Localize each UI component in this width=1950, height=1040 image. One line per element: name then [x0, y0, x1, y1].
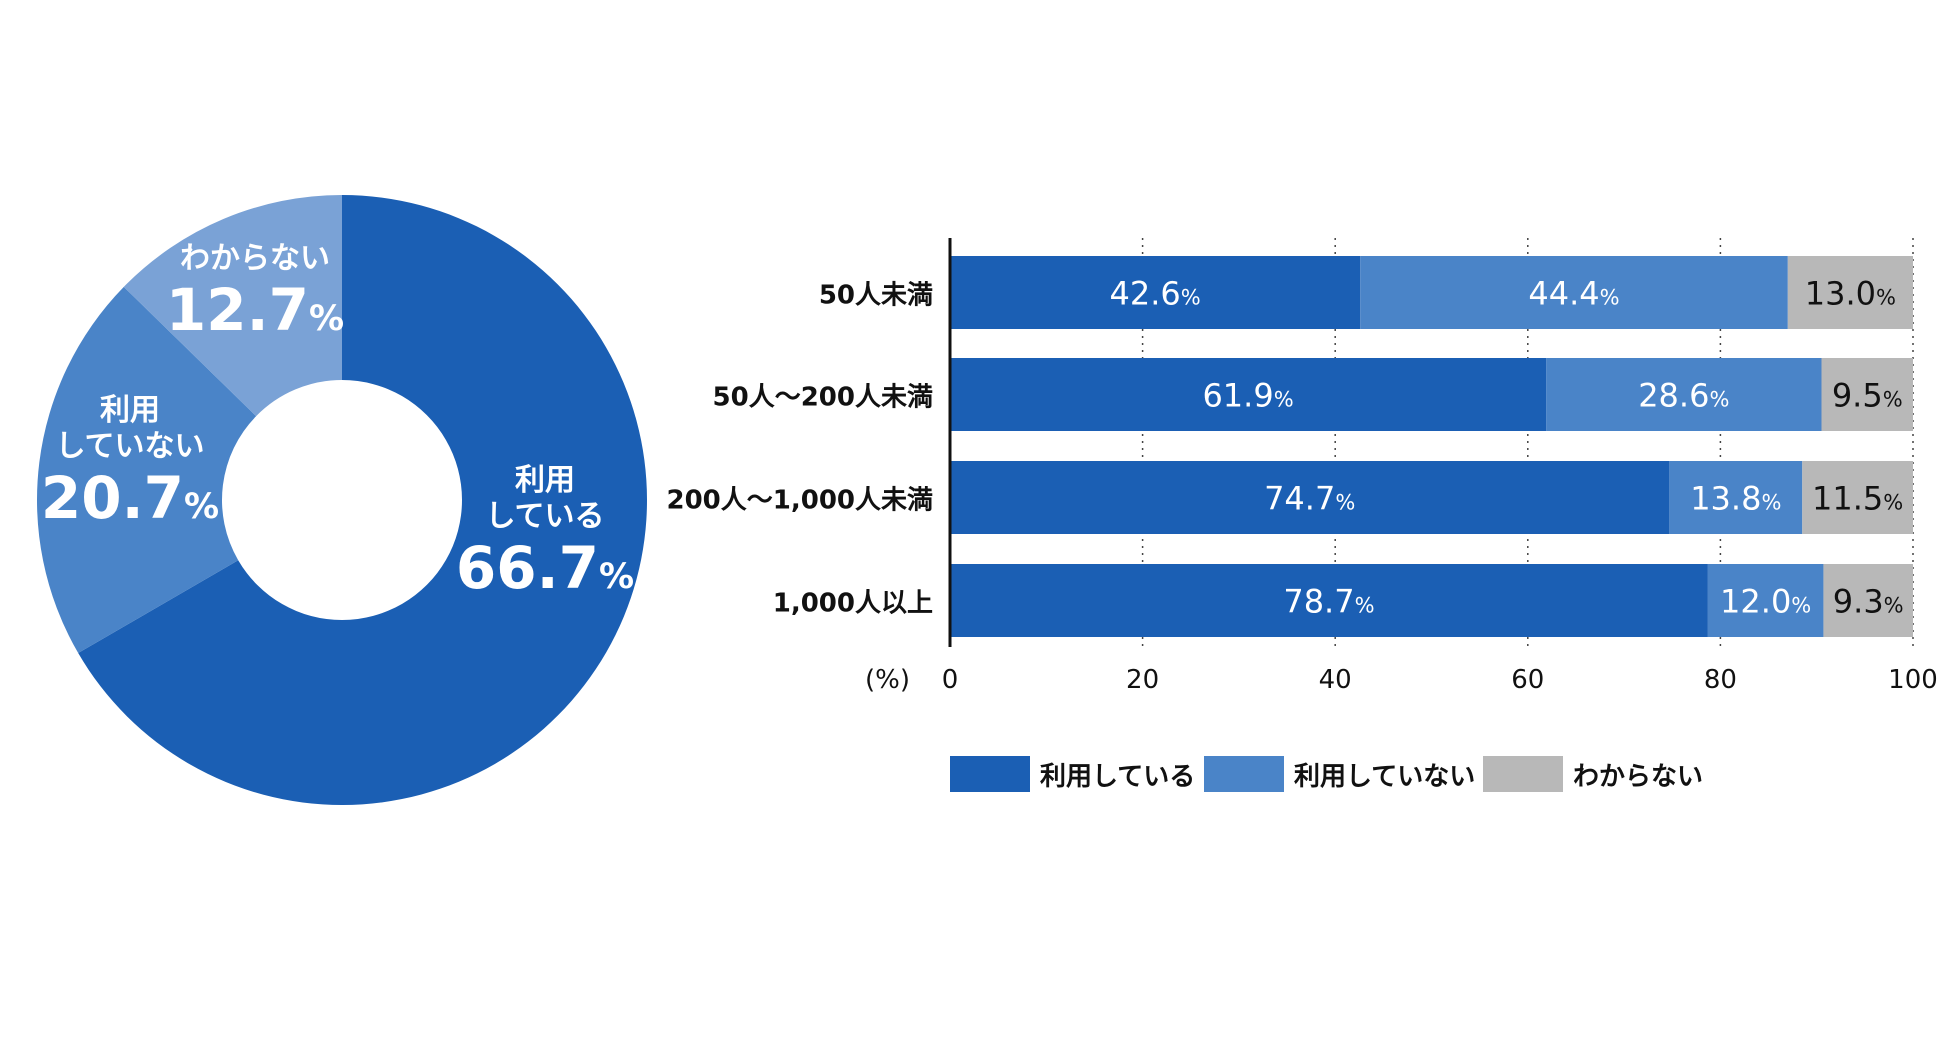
bar-data-label: 12.0%	[1720, 583, 1811, 621]
bar-data-value: 11.5	[1812, 480, 1883, 518]
donut-value-label: 12.7%	[166, 276, 344, 344]
bar-data-label: 9.5%	[1832, 377, 1903, 415]
legend-item-2: わからない	[1483, 756, 1703, 792]
donut-value-number: 66.7	[456, 534, 599, 602]
bar-data-label: 42.6%	[1110, 275, 1201, 313]
category-label: 50人未満	[819, 281, 933, 311]
donut-value-unit: %	[599, 557, 634, 597]
donut-value-unit: %	[184, 487, 219, 527]
bar-data-label: 74.7%	[1264, 480, 1355, 518]
bar-segment-3-0	[950, 564, 1708, 637]
bar-segment-0-2	[1787, 256, 1913, 329]
bar-data-value: 13.8	[1690, 480, 1761, 518]
bar-data-value: 61.9	[1202, 377, 1273, 415]
bar-data-label: 28.6%	[1638, 377, 1729, 415]
bar-data-label: 13.8%	[1690, 480, 1781, 518]
bar-segment-3-2	[1823, 564, 1913, 637]
donut-slice-2	[123, 195, 342, 417]
donut-value-label: 20.7%	[41, 464, 219, 532]
category-label: 50人～200人未満	[713, 383, 933, 413]
bar-data-label: 78.7%	[1283, 583, 1374, 621]
bar-segment-1-1	[1546, 358, 1822, 431]
bar-data-value: 42.6	[1110, 275, 1181, 313]
x-tick-label: 0	[942, 665, 959, 695]
donut-slice-1	[37, 286, 257, 654]
donut-value-label: 66.7%	[456, 534, 634, 602]
legend-item-0: 利用している	[950, 756, 1195, 792]
bar-data-unit: %	[1883, 491, 1903, 515]
bar-data-value: 44.4	[1528, 275, 1599, 313]
donut-value-unit: %	[309, 299, 344, 339]
bar-data-unit: %	[1355, 594, 1375, 618]
donut-label-text: 利用	[515, 463, 575, 498]
x-tick-label: 40	[1319, 665, 1352, 695]
bar-data-value: 28.6	[1638, 377, 1709, 415]
donut-value-number: 12.7	[166, 276, 309, 344]
legend-swatch	[1483, 756, 1563, 792]
legend-swatch	[1204, 756, 1284, 792]
bar-data-label: 13.0%	[1805, 275, 1896, 313]
donut-label-text: している	[485, 499, 604, 534]
bar-data-value: 78.7	[1283, 583, 1354, 621]
x-tick-label: 60	[1511, 665, 1544, 695]
bar-data-unit: %	[1335, 491, 1355, 515]
bar-data-label: 44.4%	[1528, 275, 1619, 313]
bar-data-unit: %	[1600, 286, 1620, 310]
legend: 利用している 利用していない わからない	[950, 756, 1703, 792]
bar-data-unit: %	[1883, 388, 1903, 412]
category-label: 1,000人以上	[773, 589, 933, 619]
legend-item-1: 利用していない	[1204, 756, 1475, 792]
donut-label-text: わからない	[180, 241, 330, 276]
x-tick-label: 80	[1704, 665, 1737, 695]
bar-segment-1-2	[1821, 358, 1913, 431]
bar-data-unit: %	[1274, 388, 1294, 412]
x-tick-label: 100	[1888, 665, 1938, 695]
category-label: 200人～1,000人未満	[666, 486, 933, 516]
bar-data-unit: %	[1876, 286, 1896, 310]
donut-slice-0	[78, 195, 648, 805]
bar-data-label: 11.5%	[1812, 480, 1903, 518]
bar-segment-1-0	[950, 358, 1547, 431]
bar-data-unit: %	[1181, 286, 1201, 310]
donut-label-text: 利用	[100, 393, 160, 428]
bar-data-value: 12.0	[1720, 583, 1791, 621]
bar-data-unit: %	[1709, 388, 1729, 412]
bar-data-value: 9.5	[1832, 377, 1883, 415]
bar-segment-0-0	[950, 256, 1361, 329]
x-axis-unit-label: (%)	[865, 665, 910, 695]
bar-segment-2-0	[950, 461, 1670, 534]
bar-data-value: 13.0	[1805, 275, 1876, 313]
x-tick-label: 20	[1126, 665, 1159, 695]
legend-label: 利用していない	[1294, 762, 1475, 792]
bar-data-label: 9.3%	[1833, 583, 1904, 621]
donut-label-text: していない	[55, 429, 204, 464]
bar-segment-0-1	[1360, 256, 1788, 329]
legend-label: わからない	[1573, 762, 1703, 792]
bar-segment-2-2	[1802, 461, 1913, 534]
bar-segment-2-1	[1669, 461, 1803, 534]
bar-data-label: 61.9%	[1202, 377, 1293, 415]
bar-data-unit: %	[1791, 594, 1811, 618]
bar-data-unit: %	[1884, 594, 1904, 618]
bar-data-unit: %	[1761, 491, 1781, 515]
bar-data-value: 9.3	[1833, 583, 1884, 621]
legend-label: 利用している	[1040, 762, 1195, 792]
bar-data-value: 74.7	[1264, 480, 1335, 518]
donut-value-number: 20.7	[41, 464, 184, 532]
legend-swatch	[950, 756, 1030, 792]
bar-segment-3-1	[1707, 564, 1824, 637]
